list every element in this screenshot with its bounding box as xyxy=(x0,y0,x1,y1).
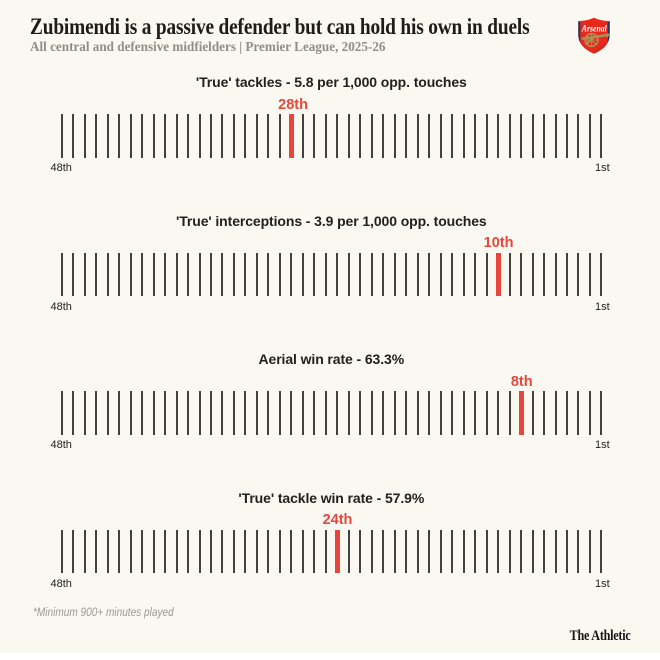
svg-text:Arsenal: Arsenal xyxy=(580,24,606,34)
